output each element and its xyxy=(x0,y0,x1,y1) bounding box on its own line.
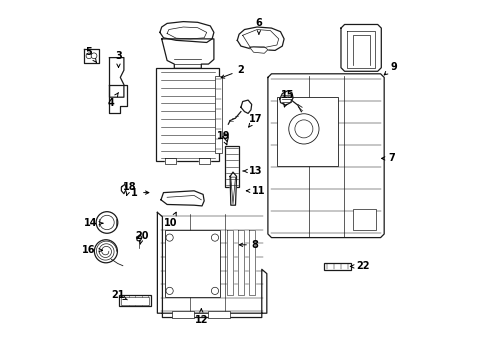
Polygon shape xyxy=(109,85,127,113)
Text: 4: 4 xyxy=(108,93,118,108)
Text: 21: 21 xyxy=(111,290,127,300)
Text: 10: 10 xyxy=(163,212,177,228)
Circle shape xyxy=(211,287,218,294)
Text: 17: 17 xyxy=(248,114,262,127)
Polygon shape xyxy=(227,230,232,295)
Circle shape xyxy=(96,212,118,233)
Bar xyxy=(156,68,219,161)
Circle shape xyxy=(294,120,312,138)
Circle shape xyxy=(288,114,318,144)
Bar xyxy=(323,263,350,270)
Polygon shape xyxy=(230,172,236,205)
Bar xyxy=(172,311,194,318)
Bar xyxy=(352,209,375,230)
Text: 22: 22 xyxy=(350,261,369,271)
Polygon shape xyxy=(199,158,210,164)
Bar xyxy=(215,76,222,153)
Polygon shape xyxy=(121,184,126,194)
Polygon shape xyxy=(165,158,176,164)
Polygon shape xyxy=(136,235,142,241)
Polygon shape xyxy=(162,39,213,68)
Text: 3: 3 xyxy=(115,51,122,67)
Bar xyxy=(208,311,230,318)
Circle shape xyxy=(166,234,173,241)
Text: 11: 11 xyxy=(246,186,265,196)
Circle shape xyxy=(211,234,218,241)
Polygon shape xyxy=(340,24,381,71)
Bar xyxy=(276,97,337,166)
Text: 2: 2 xyxy=(221,65,244,78)
Circle shape xyxy=(166,287,173,294)
Polygon shape xyxy=(84,49,99,63)
Polygon shape xyxy=(279,91,292,105)
Circle shape xyxy=(100,215,114,230)
Bar xyxy=(121,297,149,305)
Bar xyxy=(224,146,239,187)
Text: 16: 16 xyxy=(82,245,102,255)
Text: 8: 8 xyxy=(239,240,258,250)
Polygon shape xyxy=(346,31,374,68)
Bar xyxy=(164,230,220,297)
Text: 13: 13 xyxy=(243,166,262,176)
Text: 20: 20 xyxy=(135,231,148,244)
Polygon shape xyxy=(223,134,228,141)
Text: 1: 1 xyxy=(131,188,148,198)
Bar xyxy=(119,295,151,306)
Polygon shape xyxy=(109,58,123,97)
Text: 14: 14 xyxy=(83,218,102,228)
Polygon shape xyxy=(237,27,284,50)
Text: 5: 5 xyxy=(85,47,96,62)
Polygon shape xyxy=(161,191,204,206)
Polygon shape xyxy=(157,212,266,318)
Circle shape xyxy=(91,53,97,59)
Circle shape xyxy=(86,53,92,59)
Text: 15: 15 xyxy=(281,90,294,107)
Text: 12: 12 xyxy=(194,309,207,325)
Text: 7: 7 xyxy=(381,153,395,163)
Text: 19: 19 xyxy=(216,131,230,145)
Polygon shape xyxy=(267,74,384,238)
Text: 6: 6 xyxy=(255,18,262,34)
Polygon shape xyxy=(238,230,244,295)
Polygon shape xyxy=(248,230,254,295)
Polygon shape xyxy=(160,22,213,42)
Text: 9: 9 xyxy=(384,62,396,75)
Text: 18: 18 xyxy=(122,182,136,195)
Polygon shape xyxy=(249,47,267,53)
Polygon shape xyxy=(241,100,251,113)
